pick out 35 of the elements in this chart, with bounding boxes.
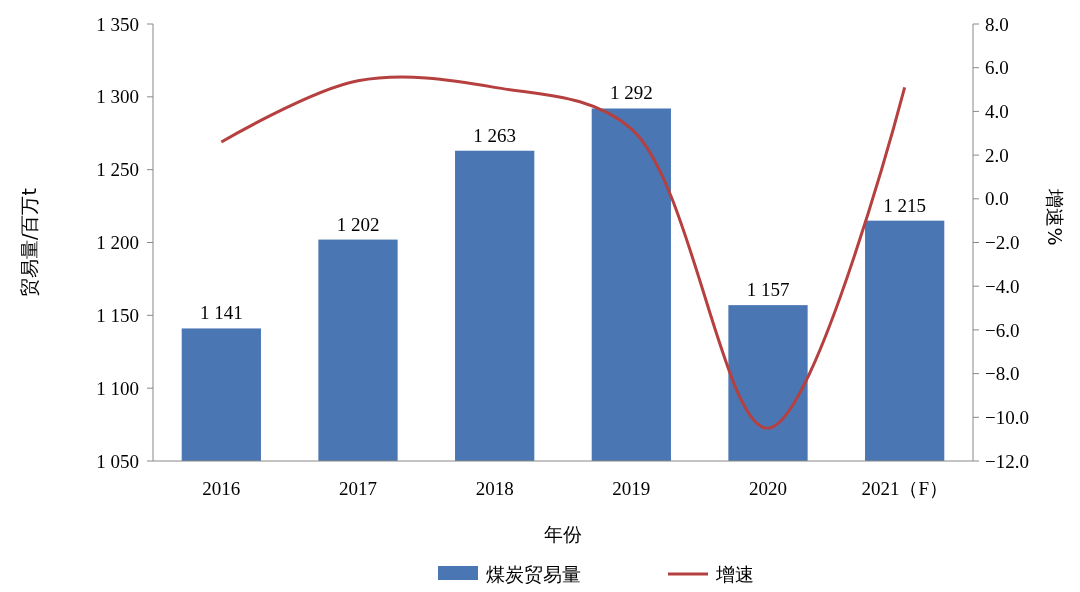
y-tick-label: 1 350 bbox=[96, 13, 139, 35]
y-tick-label: 1 050 bbox=[96, 450, 139, 472]
y2-tick-label: −6.0 bbox=[985, 319, 1020, 341]
data-label: 1 202 bbox=[336, 213, 380, 235]
y2-tick-label: 0.0 bbox=[985, 188, 1009, 210]
x-tick-label: 2018 bbox=[475, 478, 514, 499]
y-tick-label: 1 250 bbox=[96, 159, 139, 181]
y-axis-title: 贸易量/百万t bbox=[18, 188, 40, 297]
data-label: 1 292 bbox=[609, 82, 653, 104]
y2-axis-title: 增速% bbox=[1044, 188, 1066, 246]
x-tick-label: 2020 bbox=[749, 478, 787, 499]
data-label: 1 215 bbox=[883, 194, 927, 216]
y2-tick-label: 8.0 bbox=[985, 13, 1009, 35]
y-tick-label: 1 150 bbox=[96, 304, 139, 326]
y2-tick-label: −2.0 bbox=[985, 232, 1020, 254]
y-tick-label: 1 100 bbox=[96, 377, 139, 399]
y2-tick-label: −8.0 bbox=[985, 363, 1020, 385]
x-tick-label: 2019 bbox=[612, 478, 651, 499]
x-tick-label: 2021（F） bbox=[861, 478, 948, 499]
y2-tick-label: 6.0 bbox=[985, 57, 1009, 79]
x-axis-title: 年份 bbox=[544, 523, 582, 545]
y2-tick-label: −12.0 bbox=[985, 450, 1029, 472]
y2-tick-label: 2.0 bbox=[985, 144, 1009, 166]
x-tick-label: 2016 bbox=[202, 478, 241, 499]
y-tick-label: 1 300 bbox=[96, 86, 139, 108]
y-tick-label: 1 200 bbox=[96, 232, 139, 254]
legend-label: 煤炭贸易量 bbox=[486, 562, 581, 585]
y2-tick-label: −10.0 bbox=[985, 406, 1029, 428]
y2-tick-label: −4.0 bbox=[985, 275, 1020, 297]
x-tick-label: 2017 bbox=[339, 478, 377, 499]
data-label: 1 157 bbox=[746, 279, 790, 301]
data-label: 1 141 bbox=[199, 302, 243, 324]
y2-tick-label: 4.0 bbox=[985, 101, 1009, 123]
data-label: 1 263 bbox=[473, 124, 517, 146]
legend-label: 增速 bbox=[715, 562, 754, 585]
